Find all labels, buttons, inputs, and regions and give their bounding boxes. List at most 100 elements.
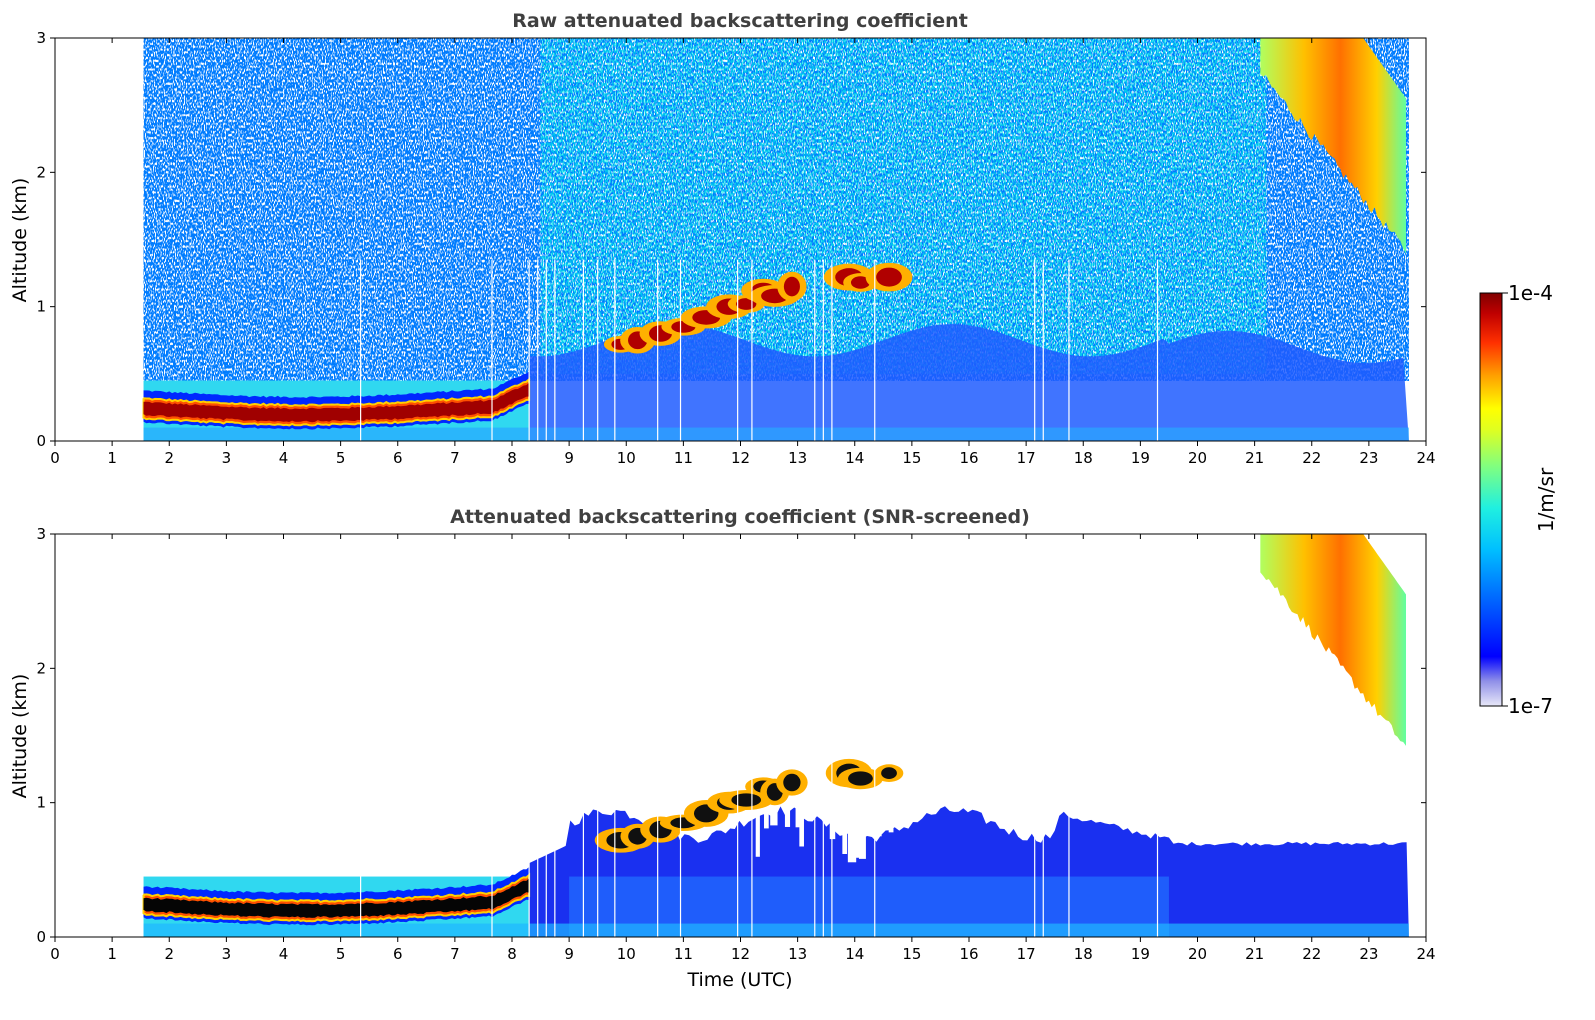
plot-area <box>142 38 1409 441</box>
y-axis: 0 1 2 3 <box>36 29 1426 450</box>
x-tick-label: 8 <box>507 449 517 467</box>
x-tick-label: 22 <box>1302 449 1321 467</box>
screened-gap <box>873 795 882 837</box>
screened-gap <box>795 795 803 828</box>
x-tick-label: 12 <box>731 449 750 467</box>
x-tick-label: 21 <box>1245 945 1264 963</box>
x-tick-label: 19 <box>1131 945 1150 963</box>
surface-layer <box>143 427 1409 441</box>
screened-gap <box>888 795 894 833</box>
aerosol-layer <box>529 324 1409 441</box>
screened-gap <box>855 795 862 858</box>
x-tick-label: 5 <box>336 945 346 963</box>
x-tick-label: 13 <box>788 945 807 963</box>
x-tick-label: 20 <box>1188 449 1207 467</box>
cloud-core <box>783 276 800 297</box>
x-tick-label: 4 <box>279 945 289 963</box>
cirrus-cloud <box>1260 534 1406 746</box>
x-tick-label: 13 <box>788 449 807 467</box>
x-tick-label: 23 <box>1359 449 1378 467</box>
x-tick-label: 15 <box>902 945 921 963</box>
x-tick-label: 9 <box>564 449 574 467</box>
x-tick-label: 17 <box>1017 945 1036 963</box>
screened-gap <box>784 795 791 827</box>
colorbar-min-label: 1e-7 <box>1508 694 1553 718</box>
x-tick-label: 12 <box>731 945 750 963</box>
x-tick-label: 16 <box>959 449 978 467</box>
x-tick-label: 11 <box>674 449 693 467</box>
cloud-core <box>736 298 757 310</box>
x-tick-label: 3 <box>222 449 232 467</box>
fog-core <box>143 382 530 423</box>
y-tick-label: 1 <box>36 298 46 316</box>
y-tick-label: 2 <box>36 659 46 677</box>
x-tick-label: 3 <box>222 945 232 963</box>
colorbar-scale <box>1479 292 1503 707</box>
screened-gap <box>755 795 760 857</box>
surface-layer <box>143 923 1409 937</box>
screened-gap <box>842 795 848 855</box>
colorbar-max-label: 1e-4 <box>1508 281 1553 305</box>
screened-gap <box>799 795 804 847</box>
y-tick-label: 3 <box>36 29 46 47</box>
x-tick-label: 18 <box>1074 449 1093 467</box>
x-tick-label: 2 <box>164 945 174 963</box>
x-tick-label: 1 <box>107 449 117 467</box>
x-tick-label: 23 <box>1359 945 1378 963</box>
x-tick-label: 17 <box>1017 449 1036 467</box>
screened-gap <box>770 795 778 826</box>
colorbar-label: 1/m/sr <box>1534 467 1558 532</box>
cloud-core <box>731 793 762 807</box>
y-tick-label: 0 <box>36 928 46 946</box>
x-tick-label: 10 <box>617 945 636 963</box>
x-tick-label: 8 <box>507 945 517 963</box>
y-tick-label: 0 <box>36 432 46 450</box>
x-tick-label: 15 <box>902 449 921 467</box>
x-tick-label: 21 <box>1245 449 1264 467</box>
x-tick-label: 6 <box>393 449 403 467</box>
y-tick-label: 1 <box>36 794 46 812</box>
noise-region <box>540 38 1267 374</box>
panel-raw: Raw attenuated backscattering coefficien… <box>9 10 1436 467</box>
y-tick-label: 2 <box>36 163 46 181</box>
cloud-core <box>881 767 897 779</box>
plot-area <box>142 534 1409 937</box>
x-tick-label: 10 <box>617 449 636 467</box>
screened-gap <box>764 795 769 829</box>
x-axis-label: Time (UTC) <box>686 969 792 991</box>
y-axis-label: Altitude (km) <box>9 178 31 303</box>
x-tick-label: 0 <box>50 449 60 467</box>
fog-core <box>143 878 530 918</box>
y-axis-label: Altitude (km) <box>9 674 31 799</box>
y-axis: 0 1 2 3 <box>36 525 1426 946</box>
x-axis: 0 1 2 3 4 5 6 7 8 9 10 11 12 13 14 15 16 17 18 19 20 21 22 23 24 <box>50 38 1436 467</box>
x-tick-label: 14 <box>845 945 864 963</box>
y-tick-label: 3 <box>36 525 46 543</box>
x-tick-label: 11 <box>674 945 693 963</box>
x-tick-label: 2 <box>164 449 174 467</box>
x-tick-label: 22 <box>1302 945 1321 963</box>
x-tick-label: 24 <box>1416 945 1435 963</box>
x-axis: 0 1 2 3 4 5 6 7 8 9 10 11 12 13 14 15 16 17 18 19 20 21 22 23 24 <box>50 534 1436 963</box>
x-tick-label: 24 <box>1416 449 1435 467</box>
x-tick-label: 0 <box>50 945 60 963</box>
colorbar: 1e-4 1e-7 1/m/sr <box>1479 281 1558 718</box>
cloud-core <box>848 771 873 786</box>
x-tick-label: 7 <box>450 945 460 963</box>
chart-title: Attenuated backscattering coefficient (S… <box>450 506 1030 528</box>
cirrus-cloud <box>1260 38 1406 254</box>
cloud-core <box>850 276 870 289</box>
x-tick-label: 18 <box>1074 945 1093 963</box>
panel-screened: Attenuated backscattering coefficient (S… <box>9 506 1436 991</box>
x-tick-label: 19 <box>1131 449 1150 467</box>
x-tick-label: 4 <box>279 449 289 467</box>
x-tick-label: 1 <box>107 945 117 963</box>
x-tick-label: 6 <box>393 945 403 963</box>
x-tick-label: 9 <box>564 945 574 963</box>
x-tick-label: 20 <box>1188 945 1207 963</box>
x-tick-label: 16 <box>959 945 978 963</box>
cloud-core <box>876 267 902 287</box>
chart-title: Raw attenuated backscattering coefficien… <box>512 10 968 32</box>
screened-gap <box>847 795 857 863</box>
